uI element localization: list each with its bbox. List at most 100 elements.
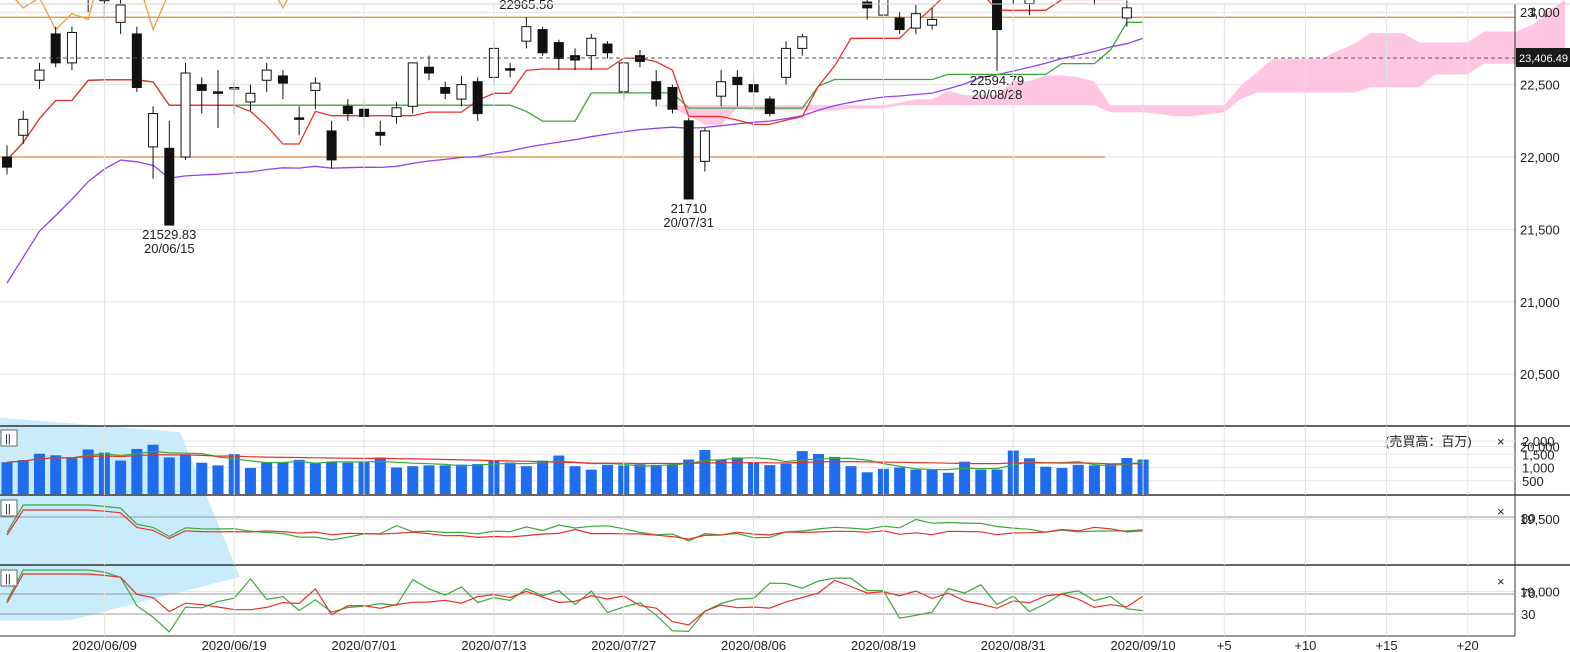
price-tick-label: 21,000 [1520, 295, 1560, 310]
date-tick-label: 2020/06/09 [72, 638, 137, 652]
candle-body [423, 66, 434, 74]
volume-bar [1023, 458, 1035, 494]
candle-body [553, 42, 564, 60]
candle-body [34, 69, 45, 81]
price-tick-label: 22,000 [1520, 150, 1560, 165]
close-volume-icon[interactable]: × [1497, 434, 1505, 449]
candle [1093, 0, 1095, 5]
candle [764, 96, 775, 117]
volume-bar [520, 466, 532, 494]
candle-body [781, 47, 792, 78]
last-price-label: 23,406.49 [1519, 53, 1568, 65]
osc2-handle-icon[interactable]: || [5, 573, 11, 585]
candle-body [115, 4, 126, 23]
price-panel: 20/06/0923185.8521529.8320/06/1520/07/15… [0, 0, 1566, 621]
candle-body [148, 113, 159, 148]
volume-bar [293, 459, 305, 494]
volume-bar [196, 462, 208, 494]
volume-bar [569, 466, 581, 494]
candle-body [310, 82, 321, 91]
volume-bar [261, 462, 273, 494]
osc1-slow-line [6, 509, 1144, 540]
candle [245, 84, 256, 111]
osc1-tick-80: 80 [1521, 511, 1535, 526]
candle [537, 26, 548, 56]
volume-tick-label: 500 [1522, 474, 1544, 489]
volume-bar [829, 456, 841, 494]
volume-bar [1040, 466, 1052, 494]
volume-bar [715, 459, 727, 494]
volume-bar [374, 457, 386, 494]
candle [407, 62, 418, 114]
volume-bar [991, 469, 1003, 494]
volume-tick-label: 1,500 [1522, 447, 1555, 462]
candle [391, 101, 402, 124]
volume-bar [82, 449, 94, 494]
volume-bar [683, 459, 695, 494]
candle [553, 39, 564, 71]
candle [212, 70, 223, 129]
candle [34, 62, 45, 89]
candle-body [375, 131, 386, 136]
candle [602, 41, 613, 59]
candle [196, 77, 207, 114]
candle [342, 99, 353, 121]
volume-panel-handle-icon[interactable]: || [5, 433, 11, 445]
candle [472, 77, 483, 121]
candle-body [683, 120, 694, 200]
candle [180, 62, 191, 160]
close-osc2-icon[interactable]: × [1497, 574, 1505, 589]
volume-bar [50, 455, 62, 494]
candle-body [910, 13, 921, 29]
kumo-area [429, 0, 1566, 160]
volume-bar [455, 464, 467, 494]
candle-body [50, 33, 61, 64]
date-tick-label: 2020/06/19 [202, 638, 267, 652]
price-tick-label: 20,500 [1520, 367, 1560, 382]
candle [894, 12, 905, 34]
price-tick-label: 23,000 [1520, 5, 1560, 20]
candle-body [326, 130, 337, 161]
volume-unit-label: (売買高：百万) [1385, 434, 1472, 449]
volume-bar [1056, 468, 1068, 494]
candle-body [164, 147, 175, 226]
candle [148, 106, 159, 179]
volume-bar [33, 453, 45, 494]
candle [310, 77, 321, 110]
date-tick-label: 2020/07/01 [332, 638, 397, 652]
osc2-tick-30: 30 [1521, 607, 1535, 622]
candle-body [472, 81, 483, 115]
volume-bar [780, 463, 792, 494]
volume-bar [975, 469, 987, 494]
candle [1121, 0, 1132, 27]
candle [927, 7, 938, 30]
annotation-date: 20/06/15 [144, 241, 195, 256]
candle-body [66, 31, 77, 64]
price-tick-label: 19,000 [1520, 584, 1560, 599]
date-tick-label: 2020/07/27 [591, 638, 656, 652]
price-axis: 19,000 19,500 20,000 20,500 21,000 21,500 22,0… [1520, 5, 1560, 599]
volume-bar [309, 463, 321, 494]
close-osc1-icon[interactable]: × [1497, 504, 1505, 519]
osc1-handle-icon[interactable]: || [5, 503, 11, 515]
candle [521, 17, 532, 49]
date-tick-label: +10 [1294, 638, 1316, 652]
volume-bar [423, 465, 435, 494]
candle [294, 106, 305, 136]
scale-arrows-icon[interactable]: ⇕ ↓ [1528, 5, 1549, 20]
volume-bar [326, 461, 338, 494]
oscillator1-panel: 80 × || [0, 499, 1535, 542]
volume-bar [1072, 464, 1084, 494]
volume-bar [66, 458, 78, 494]
volume-bar [731, 457, 743, 494]
date-tick-label: 2020/07/13 [461, 638, 526, 652]
candle-body [2, 156, 12, 168]
candle [699, 128, 710, 172]
volume-bar [342, 462, 354, 494]
volume-tick-label: 2,000 [1522, 434, 1555, 449]
volume-bar [764, 465, 776, 494]
candle-body [521, 26, 532, 42]
volume-bar [277, 462, 289, 494]
candle-body [1024, 0, 1035, 5]
